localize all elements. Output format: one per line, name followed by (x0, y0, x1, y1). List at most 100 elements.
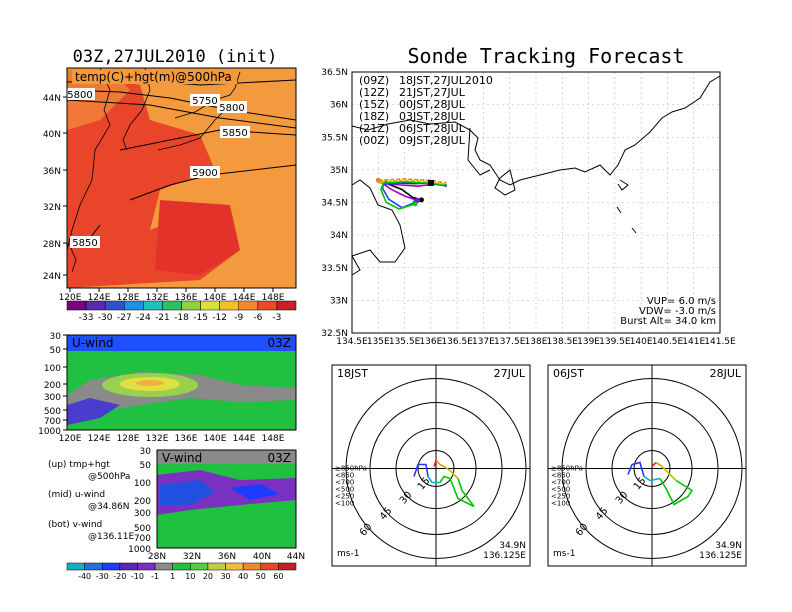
forecast-lat-tick: 33N (330, 296, 348, 306)
forecast-lon-tick: 136.5E (441, 337, 473, 347)
vwind-lat-tick: 40N (253, 552, 271, 562)
uwind-pressure-tick: 700 (44, 417, 61, 427)
hodograph-lon: 136.125E (699, 551, 742, 561)
vwind-lat-tick: 44N (287, 552, 305, 562)
vwind-pressure-tick: 700 (134, 534, 151, 544)
hodograph-frame (331, 364, 531, 567)
uwind-label: U-wind (72, 336, 113, 350)
map-lon-tick: 144E (233, 293, 256, 303)
uwind-pressure-tick: 500 (44, 407, 61, 417)
forecast-lat-tick: 35.5N (321, 133, 348, 143)
temp-colorbar-tick: -24 (136, 313, 151, 323)
uwind-lon-tick: 148E (262, 434, 285, 444)
forecast-lon-tick: 134.5E (336, 337, 368, 347)
vwind-pressure-tick: 200 (134, 497, 151, 507)
vwind-gray-band (157, 450, 296, 464)
wind-colorbar-cell (190, 562, 209, 571)
forecast-lon-tick: 137E (472, 337, 495, 347)
contour-label: 5800 (219, 103, 244, 114)
map-frame (66, 67, 297, 289)
wind-colorbar-tick: -10 (131, 572, 144, 581)
taiwan-coastline (69, 245, 77, 273)
hodograph-level-legend: <700 (551, 479, 570, 487)
china-coastline (66, 67, 111, 251)
contour-label: 5850 (222, 128, 247, 139)
wind-colorbar-cell (172, 562, 191, 571)
uwind-lon-tick: 140E (204, 434, 227, 444)
temp-colorbar-tick: -27 (117, 313, 132, 323)
contour-label-bg (190, 166, 220, 178)
height-contour (66, 89, 297, 121)
launch-legend-tag: (12Z) (359, 86, 389, 99)
temp-colorbar-cell (104, 300, 125, 311)
temp-colorbar-cell (238, 300, 259, 311)
contour-label-bg (220, 126, 250, 138)
hodograph-level-legend: <100 (335, 500, 354, 508)
vwind-blue-region (160, 480, 215, 505)
island-outline (616, 206, 622, 214)
honshu-coastline (351, 75, 721, 186)
ise-bay-coastline (467, 127, 491, 176)
forecast-lon-tick: 135.5E (389, 337, 421, 347)
temp-colorbar-tick: -30 (98, 313, 113, 323)
temp-colorbar-tick: -12 (212, 313, 227, 323)
wind-colorbar-tick: 20 (203, 572, 213, 581)
wind-colorbar-cell (260, 562, 279, 571)
vwind-blue-region2 (230, 484, 280, 500)
wind-colorbar-tick: 50 (256, 572, 266, 581)
temp-colorbar-cell (162, 300, 182, 311)
temp-colorbar-cell (66, 300, 87, 311)
contour-label: 5750 (192, 96, 217, 107)
wind-colorbar-cell (154, 562, 173, 571)
forecast-title: Sonde Tracking Forecast (408, 44, 685, 68)
temp-colorbar-tick: -21 (155, 313, 170, 323)
forecast-lon-tick: 136E (419, 337, 442, 347)
hodograph-level-legend: <500 (551, 486, 570, 494)
vwind-lat-tick: 32N (183, 552, 201, 562)
caption-line: @34.86N (88, 502, 130, 512)
map-lat-tick: 40N (43, 130, 61, 140)
wind-colorbar-tick: -40 (78, 572, 91, 581)
wind-colorbar-cell (225, 562, 244, 571)
launch-legend-tag: (18Z) (359, 110, 389, 123)
temp-colorbar-tick: -3 (272, 313, 281, 323)
korea-coastline (122, 67, 151, 151)
hodograph-trace (659, 478, 694, 506)
forecast-lat-tick: 34N (330, 231, 348, 241)
mid-temp-region (67, 70, 130, 130)
temp-colorbar-tick: -18 (174, 313, 189, 323)
launch-legend-time: 18JST,27JUL2010 (399, 74, 493, 87)
launch-legend-time: 21JST,27JUL (399, 86, 466, 99)
forecast-lon-tick: 138E (525, 337, 548, 347)
forecast-lon-tick: 135E (367, 337, 390, 347)
sonde-landing-point (418, 197, 424, 203)
uwind-pressure-tick: 50 (50, 346, 62, 356)
hodograph-level-legend: <250 (335, 493, 354, 501)
uwind-lon-tick: 132E (146, 434, 169, 444)
wind-colorbar-cell (119, 562, 138, 571)
hodograph-time: 06JST (553, 367, 584, 380)
hodograph-trace (643, 475, 661, 482)
hodograph-level-legend: <250 (551, 493, 570, 501)
map-lon-tick: 128E (117, 293, 140, 303)
wind-colorbar-tick: 60 (273, 572, 283, 581)
hodograph-trace (661, 465, 677, 482)
map-label: temp(C)+hgt(m)@500hPa (75, 70, 232, 84)
flight-parameter: VUP= 6.0 m/s (647, 296, 716, 307)
vwind-lat-tick: 28N (148, 552, 166, 562)
launch-legend-time: 09JST,28JUL (399, 134, 466, 147)
temp-colorbar-cell (257, 300, 278, 311)
caption-line: (bot) v-wind (48, 520, 102, 530)
hodograph-level-legend: <700 (335, 479, 354, 487)
map-lon-tick: 124E (88, 293, 111, 303)
map-lat-tick: 44N (43, 94, 61, 104)
sonde-track (380, 180, 447, 210)
hodograph-level-legend: <100 (551, 500, 570, 508)
uwind-lon-tick: 144E (233, 434, 256, 444)
height-contour (66, 99, 297, 129)
caption-line: @500hPa (88, 472, 130, 482)
forecast-lat-tick: 36N (330, 101, 348, 111)
uwind-frame (66, 334, 297, 431)
contour-label-bg (190, 94, 220, 106)
